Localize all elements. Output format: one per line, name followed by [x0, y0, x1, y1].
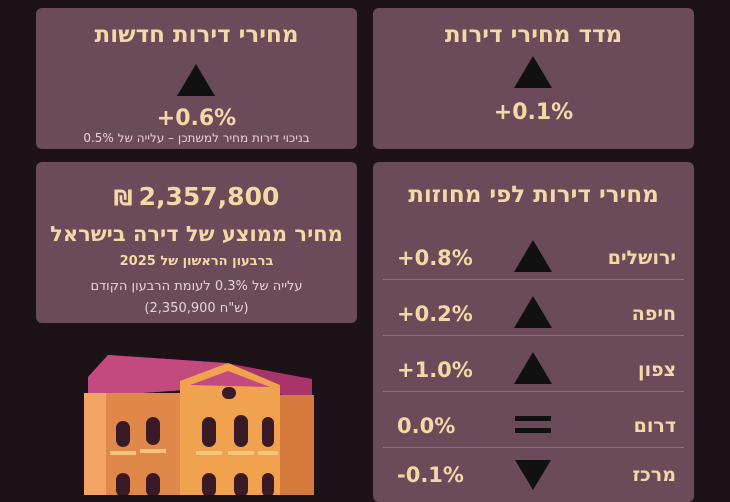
region-name: ירושלים — [607, 247, 676, 269]
average-price-title: מחיר ממוצע של דירה בישראל — [50, 222, 343, 246]
region-value: +1.0% — [397, 358, 473, 382]
region-row-haifa: חיפה +0.2% — [383, 293, 684, 336]
region-value: 0.0% — [397, 414, 456, 438]
arrow-up-icon — [177, 64, 215, 96]
price-index-title: מדד מחירי דירות — [444, 22, 623, 48]
equals-icon — [515, 416, 551, 421]
region-name: דרום — [633, 415, 676, 437]
region-value: +0.2% — [397, 302, 473, 326]
region-row-center: מרכז -0.1% — [383, 454, 684, 496]
average-price-line: ₪ 2,357,800 — [36, 182, 357, 211]
average-price-period: ברבעון הראשון של 2025 — [119, 254, 274, 269]
arrow-up-icon — [514, 296, 552, 328]
building-illustration — [84, 355, 314, 495]
average-price-previous: (2,350,900 ש"ח) — [144, 301, 249, 316]
arrow-up-icon — [514, 352, 552, 384]
new-homes-change: +0.6% — [156, 106, 237, 131]
equals-icon — [515, 428, 551, 433]
region-name: חיפה — [631, 303, 676, 325]
region-name: צפון — [638, 359, 676, 381]
price-index-card: מדד מחירי דירות +0.1% — [373, 8, 694, 149]
currency-icon: ₪ — [113, 186, 133, 210]
average-price-note: עלייה של 0.3% לעומת הרבעון הקודם — [90, 279, 303, 294]
new-homes-title: מחירי דירות חדשות — [94, 22, 299, 48]
average-price-value: 2,357,800 — [138, 182, 280, 211]
regions-title: מחירי דירות לפי מחוזות — [408, 182, 659, 208]
arrow-down-icon — [515, 460, 551, 490]
region-name: מרכז — [632, 464, 676, 486]
regions-card: מחירי דירות לפי מחוזות ירושלים +0.8% חיפ… — [373, 162, 694, 502]
region-value: +0.8% — [397, 246, 473, 270]
region-row-south: דרום 0.0% — [383, 405, 684, 448]
new-homes-note: בניכוי דירות מחיר למשתכן – עלייה של 0.5% — [83, 131, 310, 145]
region-value: -0.1% — [397, 463, 464, 487]
arrow-up-icon — [514, 240, 552, 272]
price-index-change: +0.1% — [493, 100, 574, 125]
new-homes-card: מחירי דירות חדשות +0.6% בניכוי דירות מחי… — [36, 8, 357, 149]
region-row-jerusalem: ירושלים +0.8% — [383, 237, 684, 280]
arrow-up-icon — [514, 56, 552, 88]
average-price-card: ₪ 2,357,800 מחיר ממוצע של דירה בישראל ברב… — [36, 162, 357, 323]
region-row-north: צפון +1.0% — [383, 349, 684, 392]
